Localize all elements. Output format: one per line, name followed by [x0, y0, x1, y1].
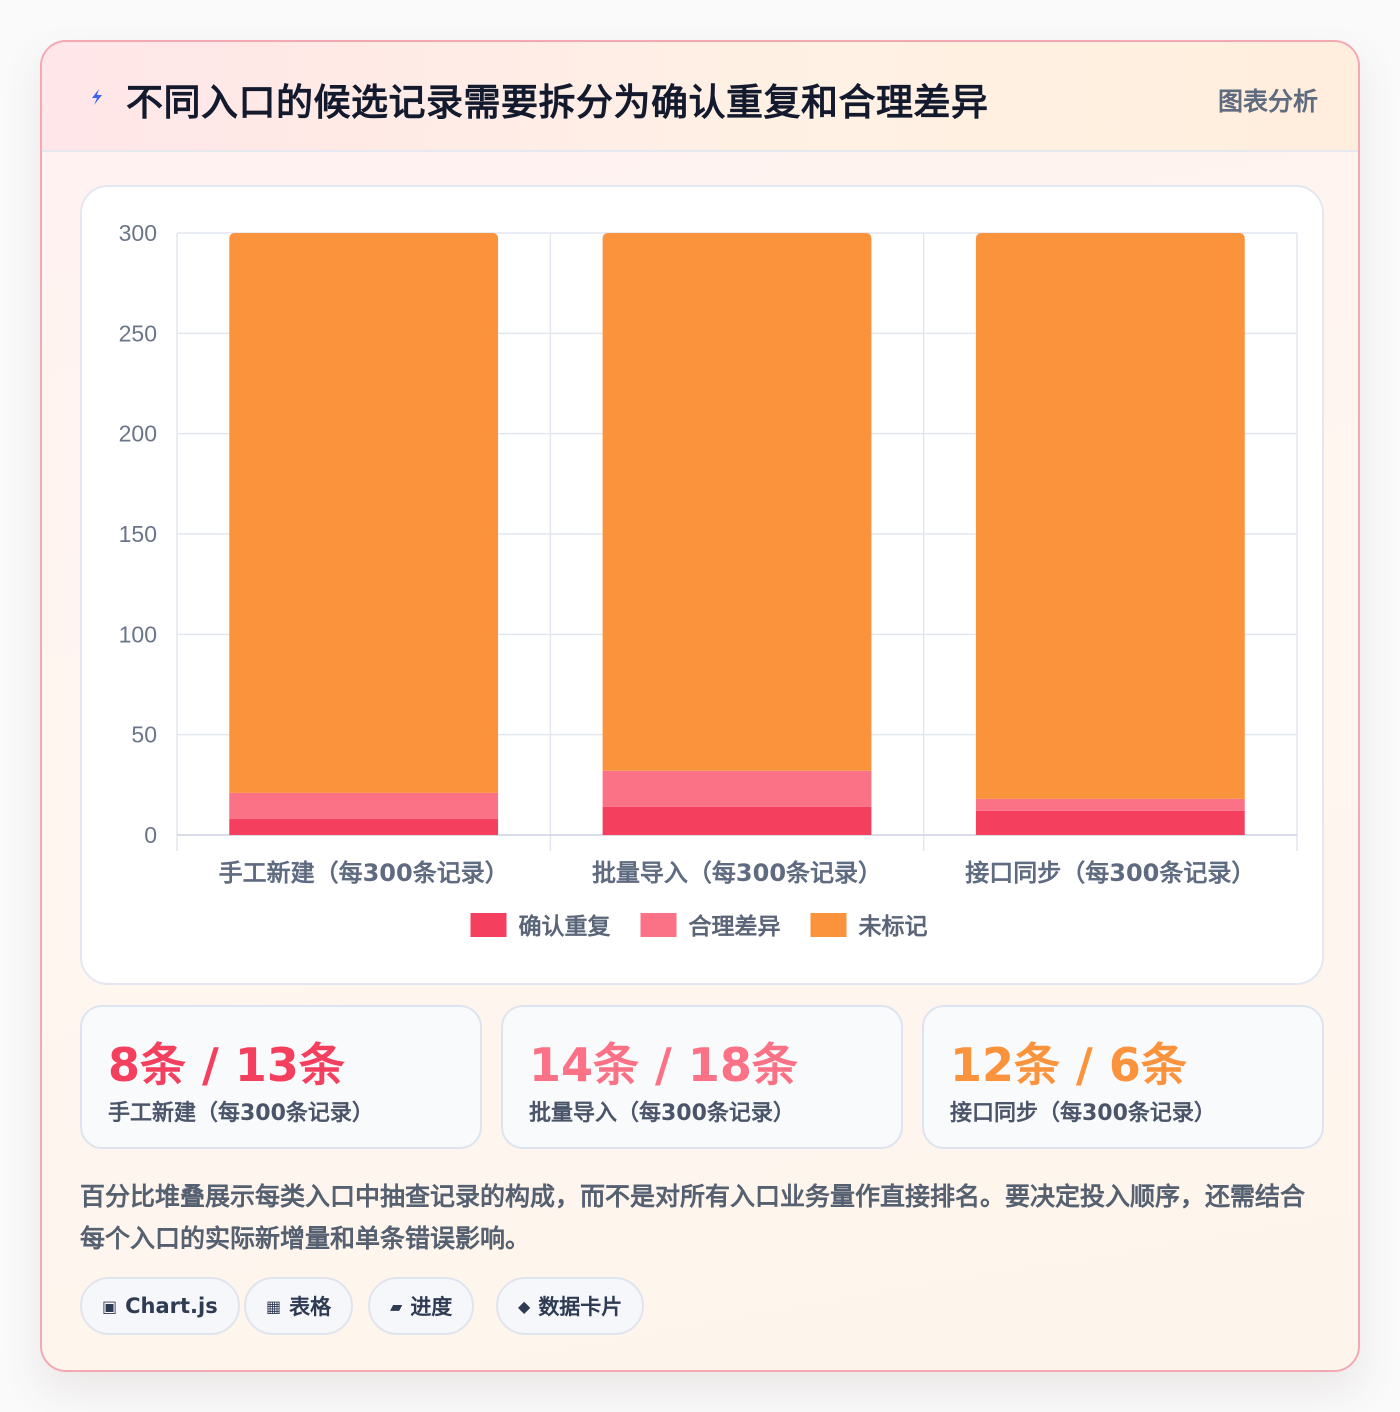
y-tick-label: 200: [119, 421, 157, 447]
stat-label: 手工新建（每300条记录）: [108, 1101, 374, 1126]
chip-data-card[interactable]: ◆ 数据卡片: [496, 1277, 645, 1335]
bar-segment: [602, 806, 872, 835]
legend-label: 合理差异: [689, 913, 781, 940]
x-tick-label: 接口同步（每300条记录）: [965, 859, 1255, 887]
y-tick-label: 0: [144, 822, 157, 848]
bar-segment: [975, 233, 1245, 799]
legend-swatch: [470, 913, 507, 937]
stat-card-batch: 14条 / 18条 批量导入（每300条记录）: [501, 1005, 903, 1149]
lightning-icon: [92, 89, 102, 105]
bar-segment: [602, 770, 872, 807]
chart-panel: 0 50 100 150 200 250 300 手工新建（每300条记录） 批量导入（每300…: [80, 185, 1324, 985]
chip-chartjs[interactable]: ▣ Chart.js: [80, 1277, 240, 1335]
card-header: 不同入口的候选记录需要拆分为确认重复和合理差异 图表分析: [42, 42, 1358, 152]
chip-table[interactable]: ▦ 表格: [244, 1277, 354, 1335]
bar-segment: [975, 810, 1245, 835]
bar-segment: [229, 792, 499, 819]
progress-icon: ▰: [390, 1296, 403, 1316]
y-tick-label: 100: [119, 621, 157, 647]
chip-label: 表格: [289, 1295, 332, 1319]
page-title: 不同入口的候选记录需要拆分为确认重复和合理差异: [126, 81, 989, 124]
y-tick-label: 150: [119, 521, 157, 547]
x-tick-label: 批量导入（每300条记录）: [592, 859, 882, 887]
legend-label: 确认重复: [519, 914, 612, 940]
stat-value: 14条 / 18条: [529, 1038, 798, 1092]
chart-analysis-tag: 图表分析: [1217, 87, 1318, 116]
table-icon: ▦: [266, 1296, 282, 1316]
legend-label: 未标记: [859, 914, 928, 940]
chart-card: 不同入口的候选记录需要拆分为确认重复和合理差异 图表分析 0 50 100 150 20…: [40, 40, 1360, 1372]
chip-label: Chart.js: [125, 1294, 218, 1318]
chip-progress[interactable]: ▰ 进度: [368, 1277, 475, 1335]
stat-label: 接口同步（每300条记录）: [950, 1101, 1216, 1126]
bar-segment: [975, 798, 1245, 811]
y-tick-label: 300: [119, 220, 157, 246]
stat-value: 8条 / 13条: [108, 1038, 345, 1092]
chart-icon: ▣: [102, 1296, 118, 1316]
diamond-icon: ◆: [518, 1296, 531, 1316]
chip-label: 数据卡片: [538, 1295, 623, 1319]
stat-card-api: 12条 / 6条 接口同步（每300条记录）: [922, 1005, 1324, 1149]
stat-label: 批量导入（每300条记录）: [529, 1101, 795, 1126]
chip-label: 进度: [410, 1295, 453, 1319]
bar-segment: [602, 233, 872, 771]
bar-segment: [229, 818, 499, 835]
y-tick-label: 50: [131, 722, 157, 748]
stacked-bar-chart: 0 50 100 150 200 250 300 手工新建（每300条记录） 批量导入（每300…: [119, 220, 1298, 940]
stat-value: 12条 / 6条: [950, 1038, 1187, 1092]
bar-segment: [229, 233, 499, 793]
chart-description: 百分比堆叠展示每类入口中抽查记录的构成，而不是对所有入口业务量作直接排名。要决定…: [80, 1182, 1306, 1253]
legend-swatch: [810, 913, 847, 937]
stat-card-manual: 8条 / 13条 手工新建（每300条记录）: [80, 1005, 482, 1149]
y-tick-label: 250: [119, 320, 157, 346]
legend-swatch: [640, 913, 677, 937]
x-tick-label: 手工新建（每300条记录）: [219, 859, 509, 887]
